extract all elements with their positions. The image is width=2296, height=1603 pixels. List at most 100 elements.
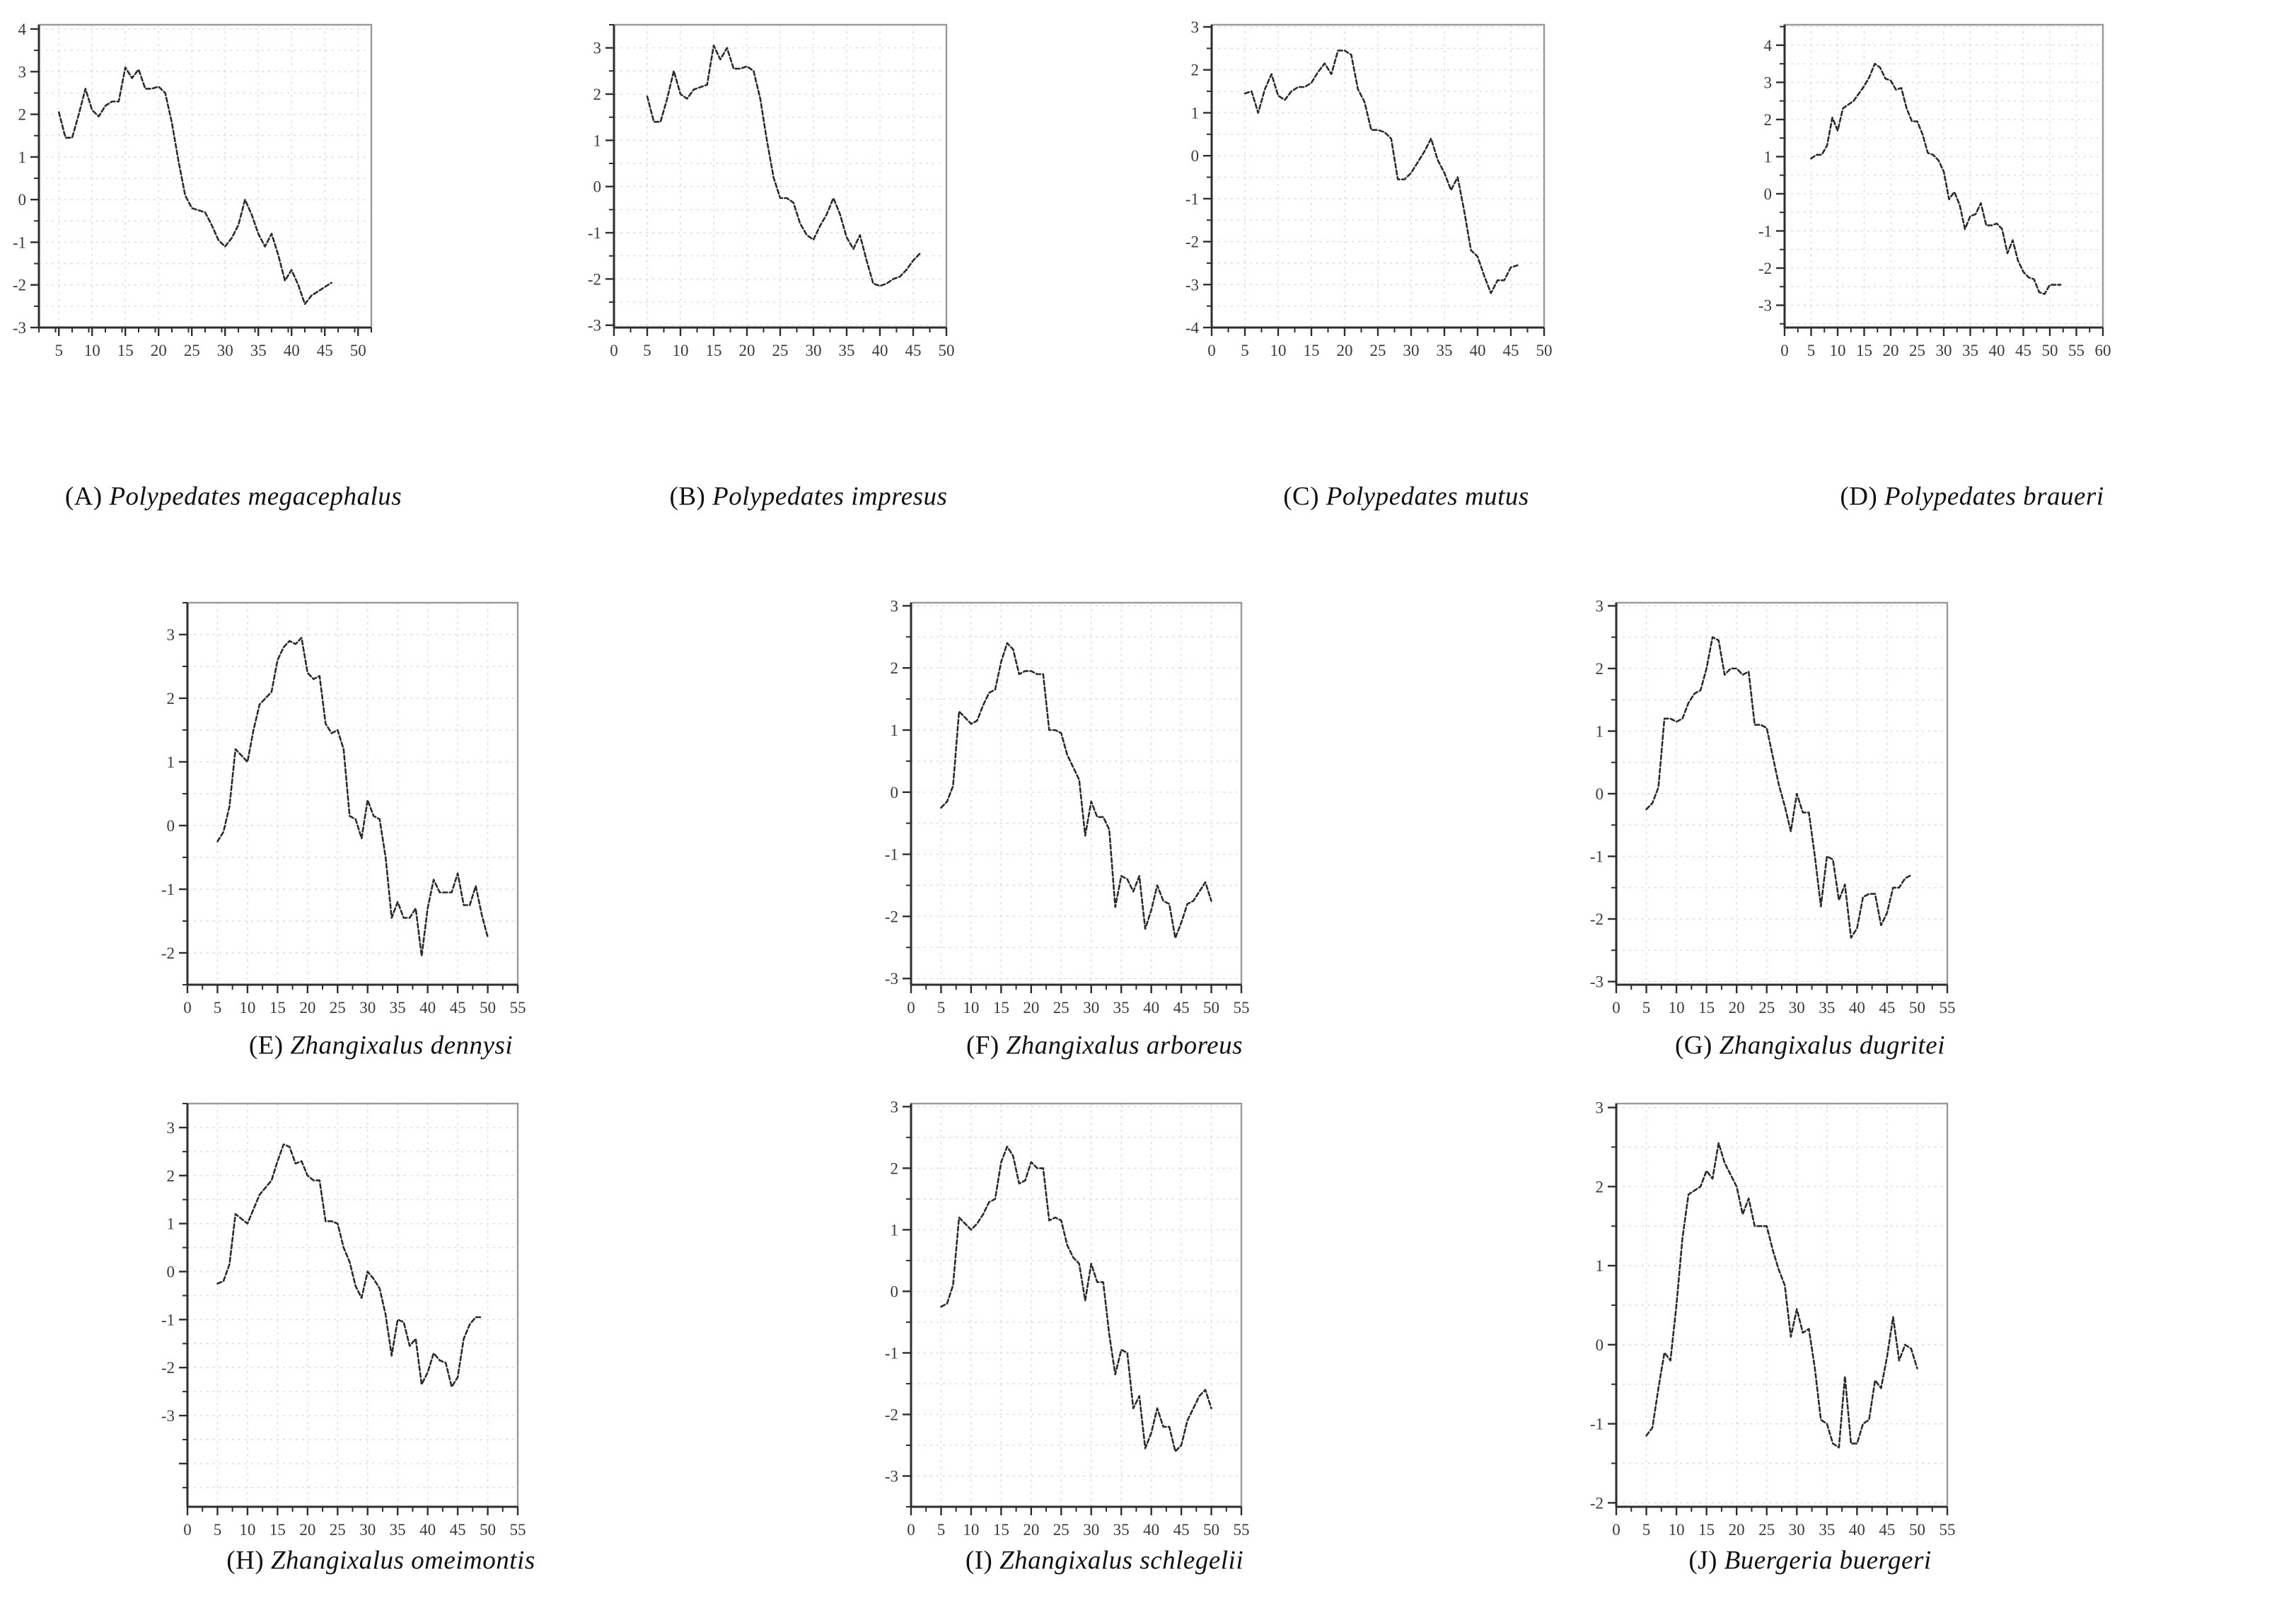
y-tick-label: 1	[1596, 1257, 1604, 1275]
caption-species-name: Polypedates braueri	[1884, 482, 2104, 511]
x-tick-label: 15	[1856, 342, 1872, 359]
y-tick-label: -1	[885, 1344, 898, 1362]
y-tick-label: -2	[1590, 1494, 1604, 1512]
x-tick-label: 50	[939, 342, 955, 359]
y-tick-label: -2	[588, 270, 601, 288]
line-chart-E: 0 5 10 15 20 25 30 35 40 45 50 55 -2 -1 0 1 2 3	[161, 601, 526, 1017]
x-tick-label: 30	[1083, 1521, 1099, 1539]
chart-caption-H: (H) Zhangixalus omeimontis	[226, 1546, 535, 1576]
x-tick-label: 30	[806, 342, 822, 359]
line-chart-F: 0 5 10 15 20 25 30 35 40 45 50 55 -3 -2 -1 0 1 2 3	[885, 597, 1250, 1017]
y-tick-label: 1	[1191, 104, 1200, 122]
chart-caption-J: (J) Buergeria buergeri	[1688, 1546, 1931, 1576]
y-tick-label: -2	[1590, 910, 1604, 928]
y-tick-label: 0	[18, 191, 27, 209]
y-tick-label: -3	[1185, 276, 1199, 294]
x-tick-label: 5	[54, 342, 63, 359]
caption-species-name: Zhangixalus dugritei	[1719, 1031, 1945, 1060]
x-tick-label: 20	[1729, 999, 1745, 1017]
y-tick-label: 1	[1596, 722, 1604, 740]
y-tick-label: 0	[891, 784, 899, 802]
y-tick-label: 2	[891, 659, 899, 677]
x-tick-label: 15	[993, 1521, 1009, 1539]
y-tick-label: -1	[588, 224, 601, 242]
x-tick-label: 20	[1337, 342, 1353, 359]
y-tick-label: 3	[1596, 597, 1604, 615]
y-tick-label: 3	[891, 597, 899, 615]
y-tick-label: -2	[1185, 233, 1199, 251]
x-tick-label: 55	[510, 1521, 526, 1539]
x-tick-label: 10	[1830, 342, 1846, 359]
x-tick-label: 0	[1207, 342, 1216, 359]
y-tick-label: -2	[885, 908, 898, 925]
x-tick-label: 20	[739, 342, 755, 359]
x-tick-label: 5	[1642, 1521, 1651, 1539]
x-tick-label: 55	[2068, 342, 2085, 359]
x-tick-label: 50	[350, 342, 366, 359]
x-tick-label: 35	[1437, 342, 1453, 359]
x-tick-label: 15	[269, 1521, 286, 1539]
x-tick-label: 45	[2015, 342, 2031, 359]
caption-panel-letter: (A)	[64, 482, 103, 511]
x-tick-label: 35	[1962, 342, 1978, 359]
x-tick-label: 20	[299, 999, 315, 1017]
x-tick-label: 10	[1669, 1521, 1685, 1539]
x-tick-label: 20	[1023, 1521, 1039, 1539]
y-tick-label: 1	[593, 132, 602, 149]
y-tick-label: -2	[1758, 260, 1772, 277]
y-tick-label: 3	[1596, 1099, 1604, 1117]
x-tick-label: 45	[1173, 999, 1190, 1017]
plot-box	[910, 601, 1243, 986]
line-chart-B: 0 5 10 15 20 25 30 35 40 45 50 -3 -2 -1 0 1 2 3	[588, 23, 955, 359]
caption-species-name: Zhangixalus schlegelii	[999, 1546, 1244, 1575]
x-tick-label: 10	[239, 1521, 255, 1539]
y-tick-label: 2	[167, 1167, 175, 1185]
caption-species-name: Zhangixalus arboreus	[1006, 1031, 1243, 1060]
caption-species-name: Zhangixalus omeimontis	[270, 1546, 535, 1575]
x-tick-label: 55	[1234, 1521, 1250, 1539]
x-tick-label: 35	[839, 342, 855, 359]
x-tick-label: 45	[450, 999, 466, 1017]
data-series-line	[1645, 1142, 1918, 1449]
x-tick-label: 55	[1940, 999, 1956, 1017]
y-tick-label: -4	[1185, 319, 1200, 337]
y-tick-label: 2	[1764, 111, 1773, 129]
y-tick-label: -1	[161, 1311, 175, 1329]
y-tick-label: 2	[167, 690, 175, 707]
y-tick-label: 3	[1764, 74, 1773, 91]
chart-caption-D: (D) Polypedates braueri	[1840, 482, 2104, 512]
y-tick-label: 3	[593, 40, 602, 57]
y-tick-label: -3	[588, 317, 601, 335]
x-tick-label: 25	[184, 342, 200, 359]
x-tick-label: 0	[183, 1521, 192, 1539]
chart-caption-I: (I) Zhangixalus schlegelii	[966, 1546, 1243, 1576]
x-tick-label: 10	[84, 342, 100, 359]
x-tick-label: 5	[214, 1521, 222, 1539]
x-tick-label: 30	[1789, 999, 1805, 1017]
data-series-line	[1810, 62, 2062, 296]
x-tick-label: 35	[1819, 999, 1835, 1017]
x-tick-label: 30	[217, 342, 233, 359]
x-tick-label: 0	[610, 342, 618, 359]
x-tick-label: 45	[1879, 1521, 1895, 1539]
x-tick-label: 40	[1143, 1521, 1159, 1539]
y-tick-label: -1	[1185, 190, 1199, 208]
x-tick-label: 0	[1780, 342, 1789, 359]
x-tick-label: 40	[1989, 342, 2005, 359]
x-tick-label: 15	[706, 342, 722, 359]
y-tick-label: 3	[18, 63, 27, 81]
data-series-line	[57, 66, 332, 306]
y-tick-label: 1	[1764, 148, 1773, 166]
caption-panel-letter: (I)	[965, 1546, 993, 1575]
y-tick-label: 2	[593, 86, 602, 103]
x-tick-label: 40	[1143, 999, 1159, 1017]
y-tick-label: 0	[1596, 1336, 1604, 1354]
y-tick-label: 3	[167, 1119, 175, 1137]
x-tick-label: 15	[1698, 999, 1715, 1017]
y-tick-label: 2	[1596, 1178, 1604, 1196]
x-tick-label: 25	[1758, 1521, 1775, 1539]
x-tick-label: 20	[1729, 1521, 1745, 1539]
x-tick-label: 45	[905, 342, 922, 359]
x-tick-label: 30	[1083, 999, 1099, 1017]
y-tick-label: 0	[1764, 185, 1773, 203]
